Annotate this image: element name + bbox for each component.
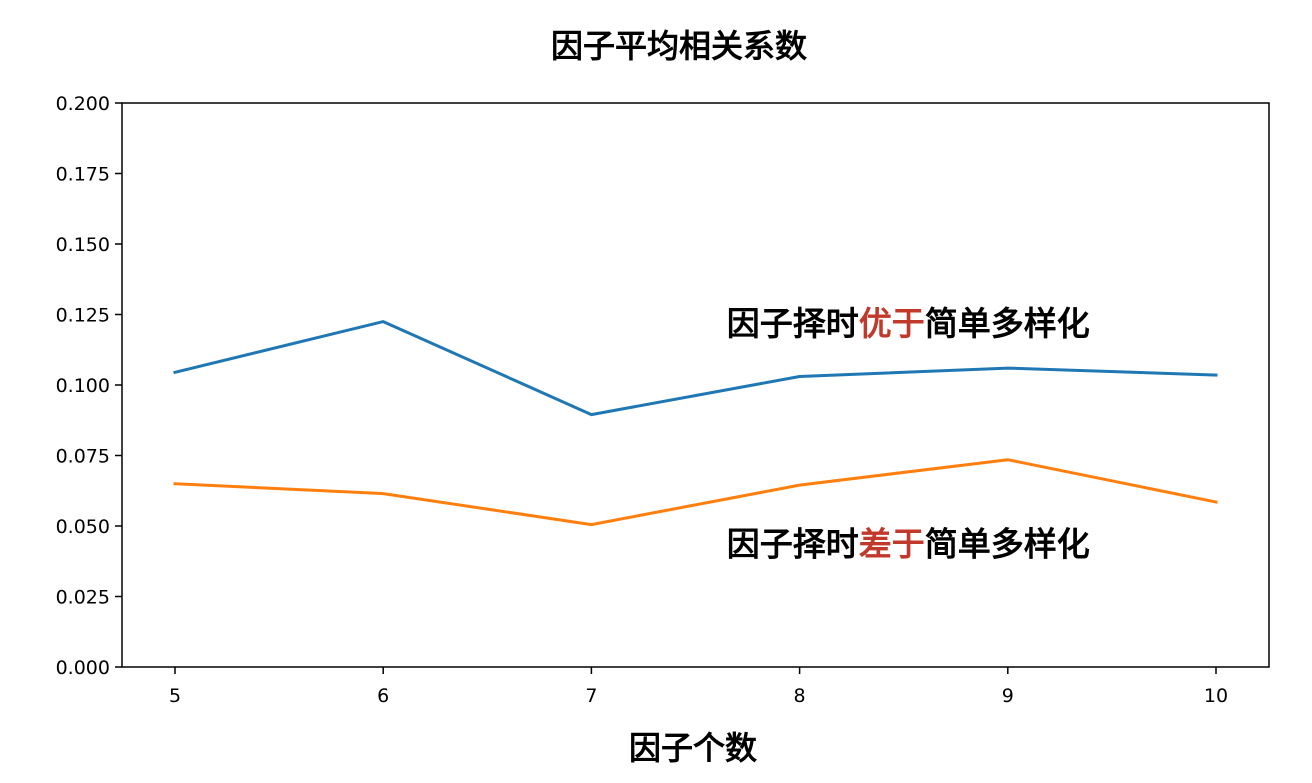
y-tick-label: 0.175 [56,164,110,186]
y-tick-label: 0.200 [56,93,110,115]
y-axis: 0.000 0.025 0.050 0.075 0.100 0.125 0.150 0.175… [56,93,122,679]
y-tick-label: 0.075 [56,446,110,468]
x-axis: 5 6 7 8 9 10 [169,667,1228,707]
series-line-1 [173,320,1218,417]
x-axis-label: 因子个数 [629,729,758,767]
annotation-1-part-2: 优于 [859,304,925,343]
x-tick-label: 10 [1204,685,1228,707]
y-tick-label: 0.150 [56,234,110,256]
x-tick-label: 5 [169,685,181,707]
x-tick-label: 8 [794,685,806,707]
y-tick-label: 0.000 [56,657,110,679]
plot-frame [121,102,1270,668]
series-layer [173,320,1218,527]
annotation-2-part-1: 因子择时 [727,525,859,564]
y-tick-label: 0.125 [56,305,110,327]
y-tick-label: 0.050 [56,516,110,538]
annotation-2-part-3: 简单多样化 [925,525,1090,564]
annotation-1-part-1: 因子择时 [727,304,859,343]
annotation-1: 因子择时优于简单多样化 [727,304,1090,343]
y-tick-label: 0.025 [56,587,110,609]
annotation-2: 因子择时差于简单多样化 [727,525,1090,564]
x-tick-label: 6 [377,685,389,707]
annotation-2-part-2: 差于 [859,525,925,564]
x-tick-label: 7 [585,685,597,707]
y-tick-label: 0.100 [56,375,110,397]
annotation-1-part-3: 简单多样化 [925,304,1090,343]
chart-title: 因子平均相关系数 [551,27,808,65]
series-line-2 [173,458,1218,527]
x-tick-label: 9 [1002,685,1014,707]
